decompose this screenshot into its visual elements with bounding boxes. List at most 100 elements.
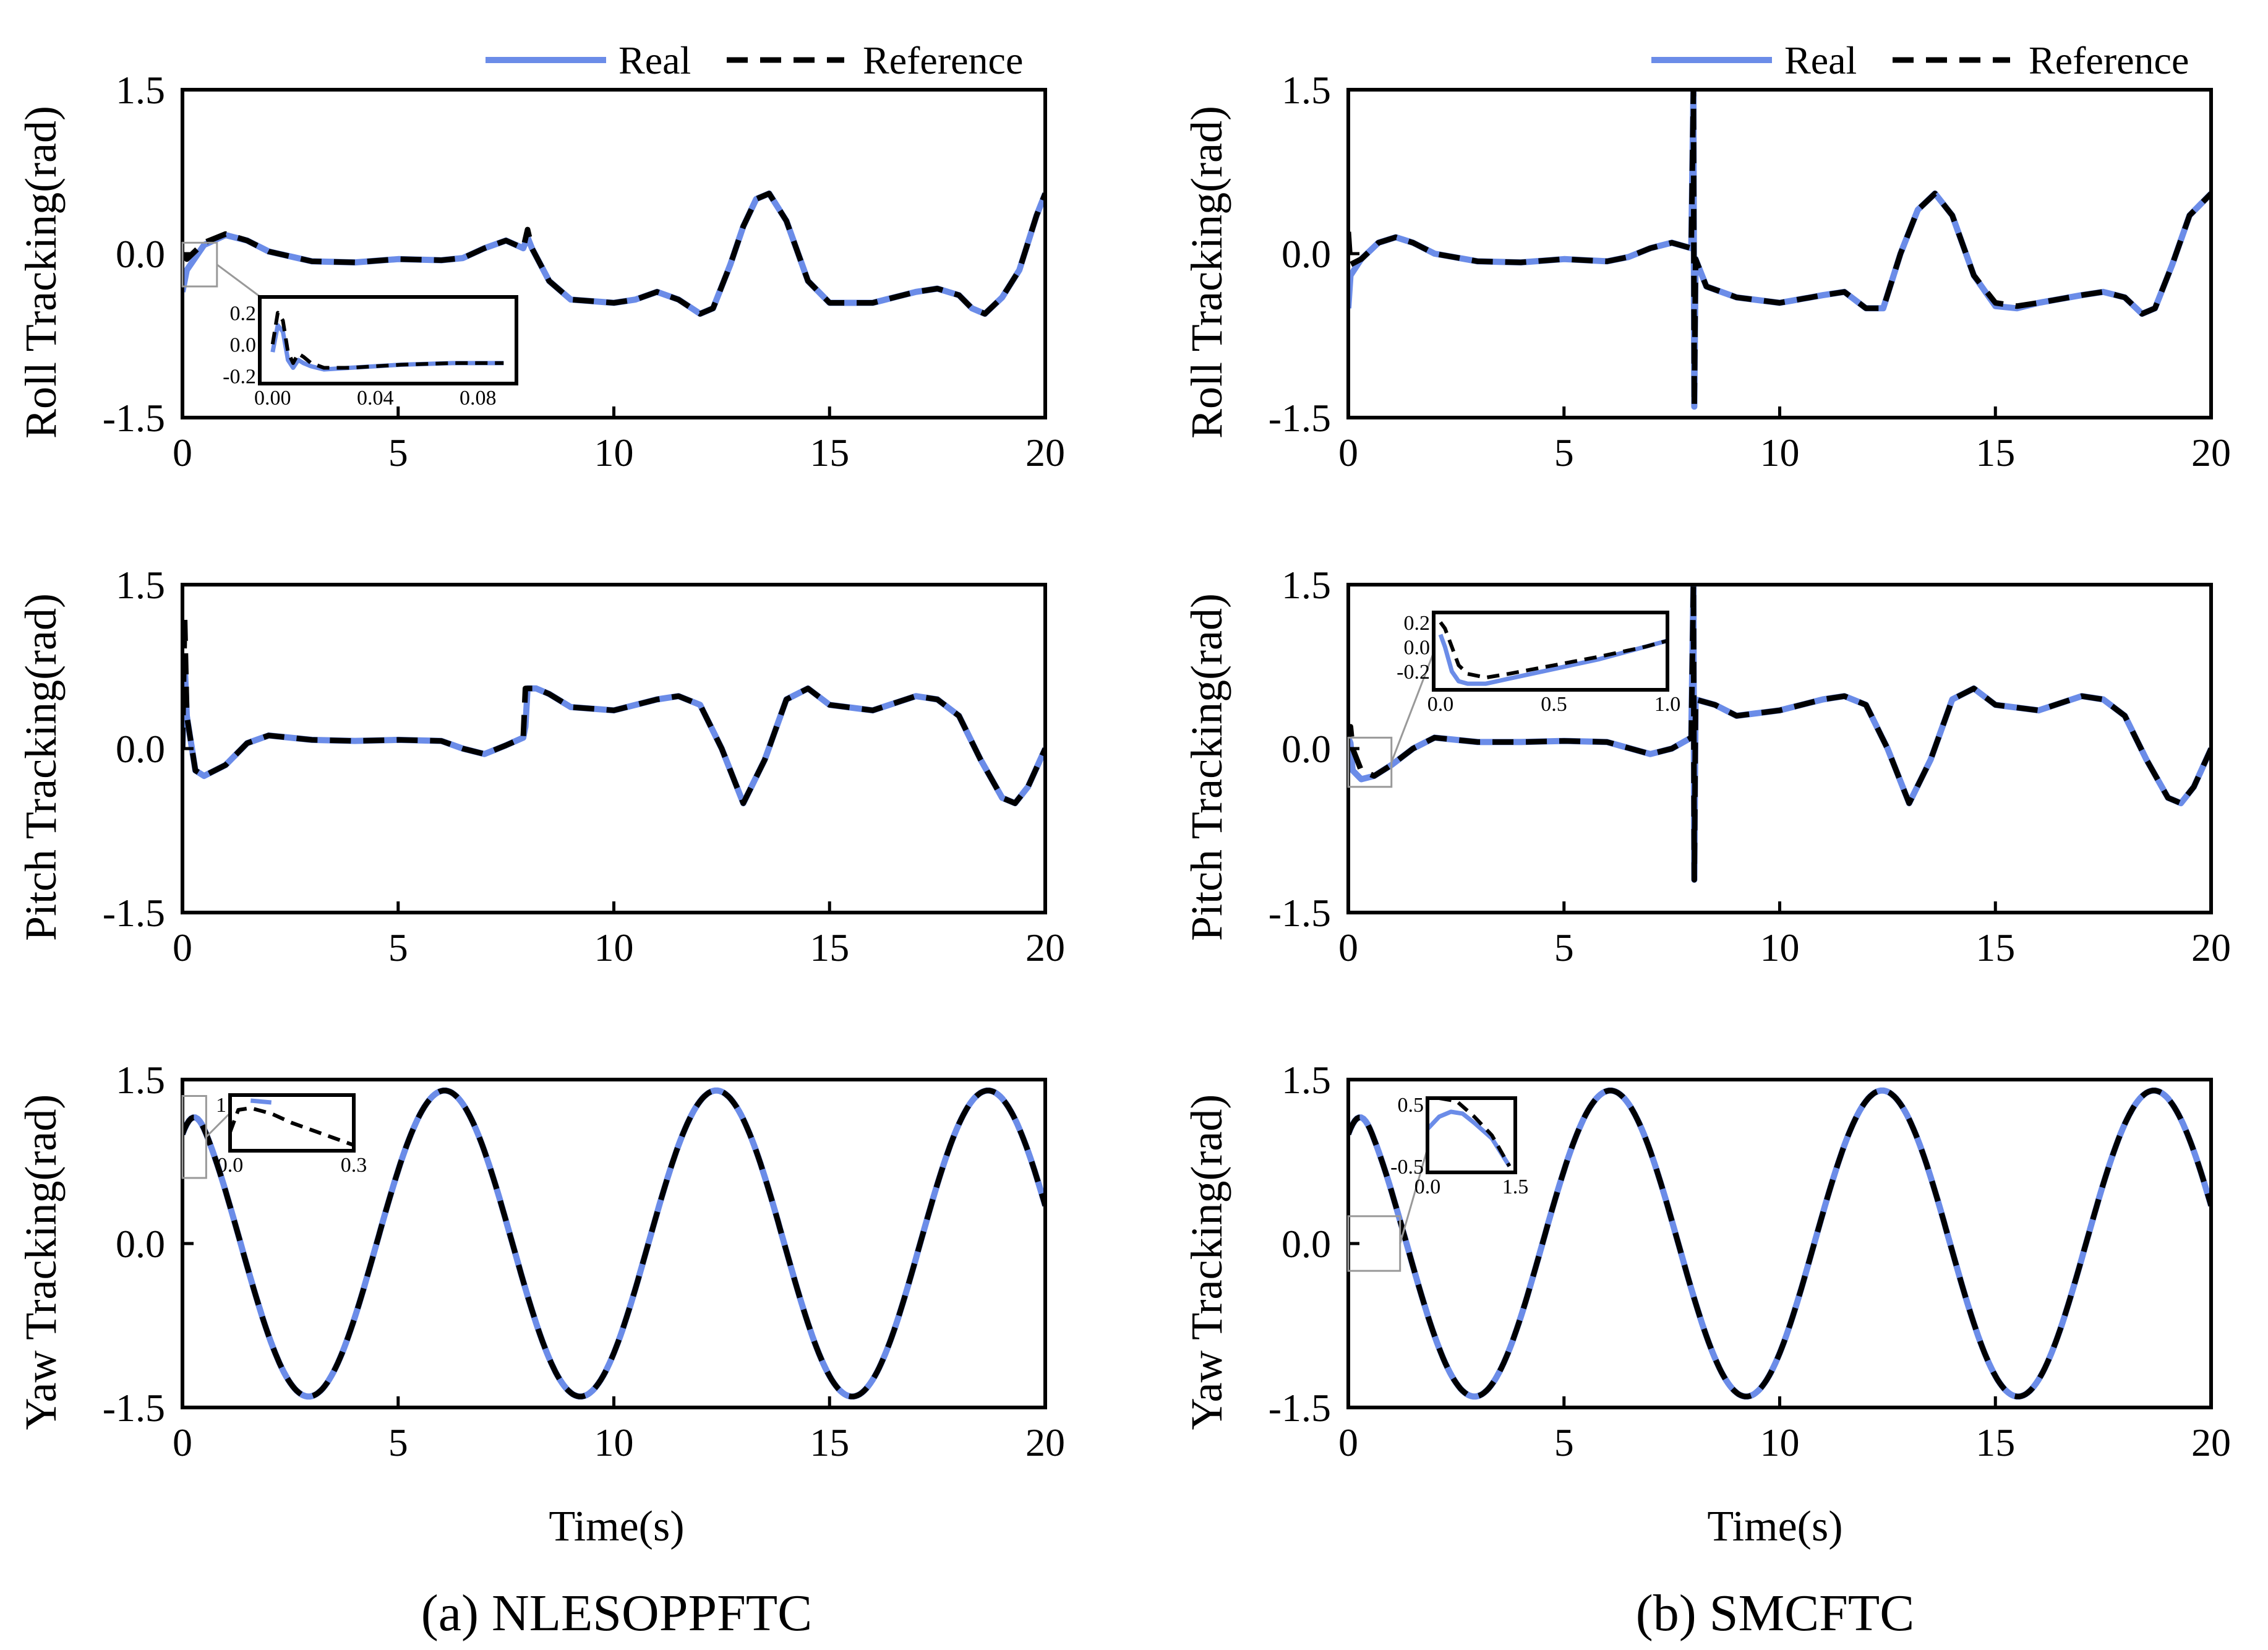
inset-y-tick-label: 0.0 — [1404, 637, 1431, 660]
y-tick-label: 1.5 — [1282, 1058, 1331, 1102]
inset-series-group — [230, 1098, 354, 1147]
inset: 0.0 0.3 1 — [181, 1093, 367, 1179]
y-tick-label: 0.0 — [116, 232, 165, 276]
inset-series-line-real — [250, 1098, 272, 1105]
y-axis-title: Roll Tracking(rad) — [16, 106, 66, 439]
y-axis-title: Yaw Tracking(rad) — [1182, 1094, 1231, 1430]
x-tick-label: 5 — [1554, 1420, 1574, 1464]
x-tick-label: 0 — [1338, 431, 1358, 475]
series-group — [1348, 585, 2211, 883]
legend-label-reference: Reference — [2029, 38, 2189, 82]
inset-series-line-reference — [1439, 1098, 1512, 1167]
x-tick-label: 10 — [1760, 1420, 1800, 1464]
inset-frame — [1426, 1096, 1517, 1174]
legend: Real Reference — [486, 38, 1023, 82]
y-axis-title: Roll Tracking(rad) — [1182, 106, 1231, 439]
series-line-reference — [1348, 1088, 2211, 1399]
caption-b: (b) SMCFTC — [1636, 1584, 1914, 1642]
series-line-real — [1348, 90, 2211, 410]
panels: 0 5 10 15 20 -1.5 0.0 1.5 Roll Tracking(rad) Real… — [16, 38, 2231, 1464]
series-line-reference — [182, 614, 1045, 806]
series-line-reference — [1348, 90, 2211, 410]
y-tick-label: -1.5 — [103, 891, 165, 935]
x-tick-label: 10 — [594, 926, 634, 969]
inset: 0.00 0.04 0.08 0.2 0.0 -0.2 — [181, 241, 518, 410]
inset-y-tick-label: 0.0 — [230, 333, 257, 356]
series-group — [1348, 90, 2211, 410]
y-tick-label: 1.5 — [1282, 68, 1331, 112]
chart-b-roll: 0 5 10 15 20 -1.5 0.0 1.5 Roll Tracking(rad) Real… — [1182, 38, 2231, 475]
inset-y-tick-label: 0.2 — [1404, 612, 1431, 635]
x-axis-title-a: Time(s) — [549, 1503, 684, 1550]
x-tick-label: 15 — [810, 431, 849, 475]
x-tick-label: 5 — [1554, 431, 1574, 475]
y-tick-label: 1.5 — [1282, 563, 1331, 607]
inset: 0.0 0.5 1.00.20.0-0.2 — [1347, 611, 1681, 788]
y-tick-label: -1.5 — [1269, 1386, 1331, 1430]
inset-x-tick-label: 1.5 — [1502, 1175, 1529, 1198]
inset-x-tick-label: 0.5 — [1541, 693, 1567, 716]
series-group — [1348, 1087, 2211, 1400]
inset-series-line-reference — [230, 1106, 354, 1147]
x-axis-title-b: Time(s) — [1707, 1503, 1842, 1550]
x-tick-label: 15 — [1975, 926, 2015, 969]
x-tick-label: 10 — [1760, 926, 1800, 969]
plot-frame — [1346, 88, 2213, 419]
x-tick-label: 15 — [1975, 1420, 2015, 1464]
inset-y-tick-label: -0.2 — [1397, 661, 1430, 684]
legend: Real Reference — [1651, 38, 2189, 82]
x-tick-label: 0 — [173, 431, 192, 475]
x-tick-label: 0 — [173, 926, 192, 969]
x-tick-label: 15 — [810, 1420, 849, 1464]
series-line-real — [182, 658, 1045, 807]
inset-series-line-reference — [270, 311, 504, 370]
x-tick-label: 0 — [173, 1420, 192, 1464]
inset-series-line-reference — [1439, 621, 1667, 680]
y-tick-label: 0.0 — [1282, 1222, 1331, 1266]
inset: 0.0 1.5 0.5 -0.5 — [1347, 1094, 1529, 1272]
x-tick-label: 20 — [1025, 1420, 1065, 1464]
x-tick-label: 0 — [1338, 1420, 1358, 1464]
x-tick-label: 5 — [1554, 926, 1574, 969]
series-line-reference — [182, 191, 1045, 317]
inset-background — [1427, 1098, 1515, 1172]
series-group — [182, 614, 1045, 807]
inset-series-group — [1427, 1098, 1512, 1167]
y-tick-label: 1.5 — [116, 563, 165, 607]
chart-b-yaw: 0 5 10 15 20 -1.5 0.0 1.5 Yaw Tracking(rad) 0.0 1.… — [1182, 1058, 2231, 1464]
y-tick-label: 0.0 — [116, 1222, 165, 1266]
inset-x-tick-label: 0.0 — [217, 1154, 244, 1177]
caption-a: (a) NLESOPPFTC — [421, 1584, 812, 1642]
plot-frame — [181, 583, 1047, 914]
x-tick-label: 20 — [1025, 431, 1065, 475]
y-tick-label: 1.5 — [116, 68, 165, 112]
inset-frame — [228, 1093, 356, 1153]
y-tick-label: 0.0 — [1282, 232, 1331, 276]
y-tick-label: 0.0 — [1282, 727, 1331, 771]
x-tick-label: 15 — [810, 926, 849, 969]
legend-label-real: Real — [1784, 38, 1857, 82]
x-tick-label: 20 — [2191, 926, 2231, 969]
x-tick-label: 5 — [388, 431, 408, 475]
legend-label-reference: Reference — [863, 38, 1023, 82]
inset-y-tick-label: 0.5 — [1398, 1094, 1424, 1117]
series-line-reference — [182, 1088, 1045, 1399]
inset-x-tick-label: 0.3 — [341, 1154, 367, 1177]
x-tick-label: 20 — [2191, 431, 2231, 475]
x-tick-label: 5 — [388, 926, 408, 969]
inset-frame — [1432, 611, 1669, 692]
x-tick-label: 20 — [1025, 926, 1065, 969]
y-tick-label: -1.5 — [103, 396, 165, 440]
x-tick-label: 15 — [1975, 431, 2015, 475]
x-tick-label: 20 — [2191, 1420, 2231, 1464]
x-tick-label: 5 — [388, 1420, 408, 1464]
inset-x-tick-label: 0.04 — [357, 387, 394, 410]
y-axis-title: Pitch Tracking(rad) — [1182, 593, 1231, 941]
inset-y-tick-label: -0.5 — [1390, 1156, 1424, 1179]
inset-x-tick-label: 0.00 — [254, 387, 291, 410]
inset-x-tick-label: 1.0 — [1654, 693, 1681, 716]
y-tick-label: 1.5 — [116, 1058, 165, 1102]
chart-a-pitch: 0 5 10 15 20 -1.5 0.0 1.5 Pitch Tracking(rad) — [16, 563, 1065, 969]
